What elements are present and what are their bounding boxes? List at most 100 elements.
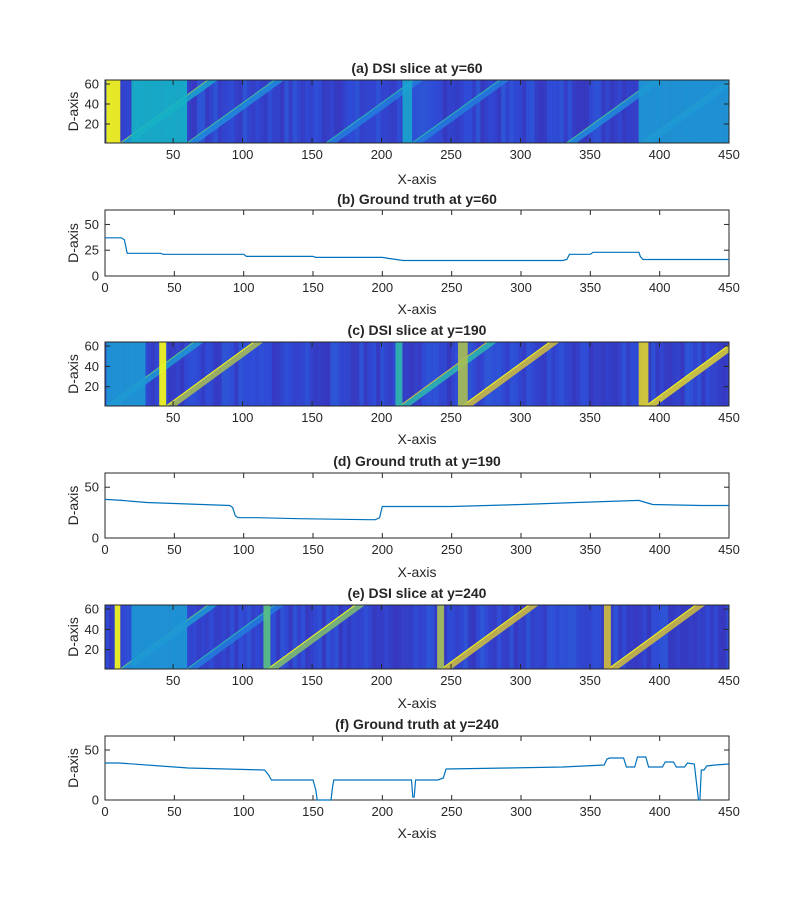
heatmap-streak bbox=[555, 605, 560, 669]
heatmap-streak bbox=[701, 342, 706, 406]
heatmap-streak bbox=[676, 342, 681, 406]
heatmap-streak bbox=[534, 342, 540, 406]
y-tick-label: 0 bbox=[92, 269, 99, 284]
x-tick-label: 100 bbox=[232, 147, 254, 162]
axes-frame bbox=[104, 604, 730, 670]
heatmap-streak bbox=[455, 605, 460, 669]
x-tick-label: 450 bbox=[718, 804, 740, 819]
heatmap-diagonal-edge bbox=[441, 605, 530, 669]
heatmap-diagonal-edge bbox=[411, 80, 500, 143]
heatmap-streak bbox=[563, 605, 569, 669]
heatmap-hot-band bbox=[114, 605, 121, 669]
heatmap-streak bbox=[225, 342, 231, 406]
x-tick-label: 200 bbox=[371, 147, 393, 162]
heatmap-streak bbox=[325, 605, 331, 669]
x-tick-label: 100 bbox=[233, 280, 255, 295]
heatmap-streak bbox=[105, 605, 110, 669]
heatmap-streak bbox=[267, 80, 273, 143]
x-tick-label: 150 bbox=[302, 280, 324, 295]
heatmap-streak bbox=[288, 605, 294, 669]
heatmap-streak bbox=[634, 342, 640, 406]
heatmap-streak bbox=[392, 342, 398, 406]
x-tick-label: 50 bbox=[167, 542, 181, 557]
heatmap-streak bbox=[434, 605, 440, 669]
heatmap-streak bbox=[580, 80, 585, 143]
heatmap-streak bbox=[255, 342, 260, 406]
heatmap-streak bbox=[605, 80, 610, 143]
heatmap-streak bbox=[717, 342, 723, 406]
heatmap-streak bbox=[521, 605, 527, 669]
x-tick-label: 250 bbox=[440, 410, 462, 425]
x-tick-label: 100 bbox=[233, 542, 255, 557]
x-tick-label: 450 bbox=[718, 280, 740, 295]
heatmap-streak bbox=[596, 80, 602, 143]
panel-title: (b) Ground truth at y=60 bbox=[337, 191, 497, 207]
x-tick-label: 100 bbox=[233, 804, 255, 819]
heatmap-streak bbox=[697, 605, 702, 669]
heatmap-streak bbox=[350, 80, 356, 143]
heatmap-streak bbox=[317, 342, 323, 406]
heatmap-streak bbox=[342, 342, 348, 406]
heatmap-streak bbox=[121, 80, 127, 143]
heatmap-streak bbox=[605, 342, 610, 406]
y-tick-label: 50 bbox=[85, 743, 99, 758]
x-axis-label: X-axis bbox=[398, 171, 437, 187]
heatmap-streak bbox=[659, 342, 665, 406]
heatmap-streak bbox=[672, 342, 677, 406]
heatmap-streak bbox=[246, 342, 252, 406]
x-tick-label: 250 bbox=[440, 147, 462, 162]
heatmap-streak bbox=[205, 605, 210, 669]
heatmap-streak bbox=[296, 342, 302, 406]
heatmap-streak bbox=[559, 605, 565, 669]
heatmap-diagonal-band bbox=[462, 342, 560, 406]
heatmap-streak bbox=[576, 80, 581, 143]
x-tick-label: 350 bbox=[579, 673, 601, 688]
heatmap-streak bbox=[563, 342, 569, 406]
heatmap-diagonal-edge bbox=[186, 605, 275, 669]
y-tick-label: 60 bbox=[85, 339, 99, 354]
heatmap-hot-band bbox=[131, 80, 187, 143]
heatmap-streak bbox=[526, 342, 531, 406]
x-tick-label: 200 bbox=[371, 673, 393, 688]
heatmap-streak bbox=[255, 80, 260, 143]
heatmap-streak bbox=[296, 605, 302, 669]
axes-frame bbox=[104, 341, 730, 407]
heatmap-streak bbox=[476, 605, 481, 669]
heatmap-streak bbox=[246, 605, 252, 669]
heatmap-streak bbox=[359, 605, 364, 669]
x-tick-label: 250 bbox=[440, 673, 462, 688]
heatmap-streak bbox=[330, 80, 335, 143]
heatmap bbox=[105, 80, 729, 143]
heatmap-streak bbox=[321, 605, 327, 669]
heatmap-diagonal-band bbox=[166, 342, 264, 406]
heatmap-streak bbox=[217, 605, 223, 669]
heatmap-streak bbox=[284, 342, 289, 406]
panel-title: (f) Ground truth at y=240 bbox=[335, 716, 499, 732]
ground-truth-line bbox=[105, 237, 729, 262]
heatmap-streak bbox=[563, 80, 569, 143]
heatmap-streak bbox=[463, 605, 469, 669]
heatmap bbox=[105, 342, 729, 406]
y-tick-label: 60 bbox=[85, 77, 99, 92]
heatmap-streak bbox=[417, 80, 423, 143]
heatmap-streak bbox=[513, 605, 519, 669]
heatmap-streak bbox=[413, 342, 419, 406]
x-tick-label: 350 bbox=[579, 542, 601, 557]
heatmap-streak bbox=[225, 80, 231, 143]
heatmap-streak bbox=[275, 605, 281, 669]
x-tick-label: 200 bbox=[371, 804, 393, 819]
heatmap-streak bbox=[584, 605, 590, 669]
heatmap-streak bbox=[196, 342, 202, 406]
x-tick-label: 100 bbox=[232, 673, 254, 688]
heatmap-streak bbox=[430, 80, 435, 143]
heatmap-streak bbox=[213, 80, 219, 143]
x-tick-label: 0 bbox=[101, 280, 108, 295]
heatmap-streak bbox=[534, 80, 540, 143]
heatmap-streak bbox=[451, 80, 456, 143]
heatmap-streak bbox=[630, 342, 635, 406]
heatmap-streak bbox=[713, 605, 719, 669]
heatmap-streak bbox=[271, 605, 277, 669]
heatmap-streak bbox=[405, 342, 410, 406]
heatmap-streak bbox=[200, 80, 206, 143]
x-tick-label: 350 bbox=[579, 804, 601, 819]
